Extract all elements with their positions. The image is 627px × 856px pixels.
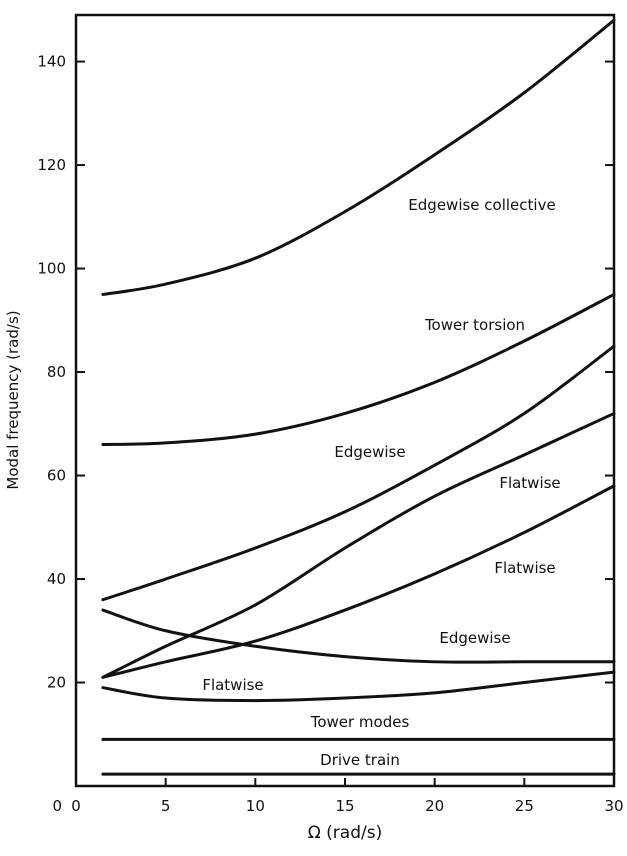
y-tick-label: 140: [37, 53, 66, 71]
x-tick-label: 20: [425, 797, 444, 815]
series-label: Drive train: [320, 751, 400, 769]
x-tick-label: 10: [246, 797, 265, 815]
series-label: Tower torsion: [424, 316, 525, 334]
y-tick-label: 80: [47, 363, 66, 381]
series-line-flatwise: [101, 484, 616, 679]
series-line-edgewise: [101, 344, 616, 602]
series-label: Flatwise: [494, 559, 555, 577]
x-tick-label: 25: [515, 797, 534, 815]
plot-frame: [74, 13, 616, 788]
series-line-edgewise: [101, 608, 616, 664]
y-tick-label: 100: [37, 260, 66, 278]
y-tick-label: 120: [37, 156, 66, 174]
series-label: Flatwise: [202, 676, 263, 694]
y-tick-label: 20: [47, 674, 66, 692]
x-tick-label: 15: [335, 797, 354, 815]
series-line-flatwise: [101, 670, 616, 703]
series-label: Tower modes: [310, 713, 410, 731]
y-tick-label: 60: [47, 467, 66, 485]
series-label: Edgewise collective: [408, 196, 555, 214]
series-line-flatwise: [101, 411, 616, 679]
series-line-edgewise-collective: [101, 18, 616, 296]
x-tick-label: 5: [161, 797, 171, 815]
x-tick-label: 30: [604, 797, 623, 815]
x-axis-label: Ω (rad/s): [308, 823, 382, 843]
series-label: Edgewise: [334, 443, 405, 461]
y-axis-label: Modal frequency (rad/s): [4, 310, 22, 489]
series-label: Flatwise: [499, 474, 560, 492]
x-tick-label: 0: [71, 797, 81, 815]
y-tick-label: 40: [47, 570, 66, 588]
series-label: Edgewise: [439, 629, 510, 647]
y-tick-label: 0: [52, 797, 62, 815]
series-line-tower-torsion: [101, 292, 616, 446]
